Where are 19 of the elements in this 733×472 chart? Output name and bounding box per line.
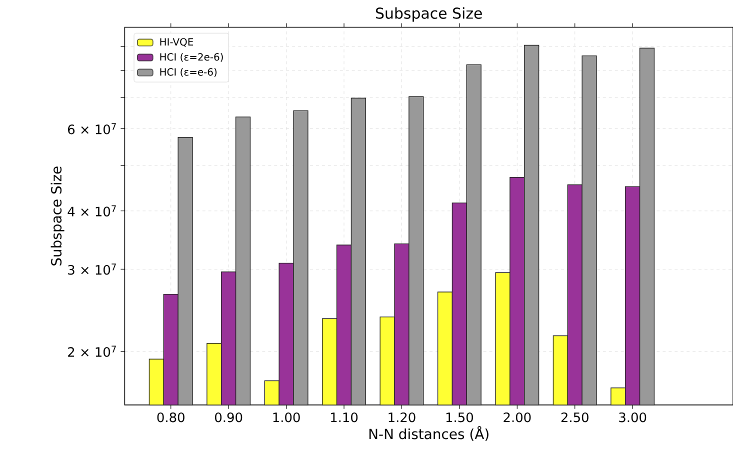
- y-axis-title: Subspace Size: [50, 166, 64, 266]
- y-tick-label: 4 × 10$^{7}$: [68, 205, 116, 216]
- x-tick-label: 3.00: [619, 412, 646, 422]
- y-tick-label: 2 × 10$^{7}$: [68, 346, 116, 357]
- x-tick-label: 1.20: [388, 412, 416, 422]
- legend-label: HCI (ε=2e-6): [160, 52, 223, 62]
- chart-title: Subspace Size: [376, 7, 482, 22]
- x-tick-label: 1.50: [446, 412, 473, 422]
- x-tick-label: 1.00: [273, 412, 300, 422]
- y-tick-label: 6 × 10$^{7}$: [68, 123, 116, 134]
- legend-label: HCI (ε=e-6): [160, 68, 217, 77]
- x-tick-label: 0.90: [215, 412, 242, 422]
- x-tick-label: 2.00: [504, 412, 531, 422]
- legend-label: HI-VQE: [160, 38, 194, 47]
- x-tick-label: 2.50: [561, 412, 588, 422]
- x-axis-title: N-N distances (Å): [369, 426, 488, 441]
- y-tick-label: 3 × 10$^{7}$: [68, 264, 116, 275]
- x-tick-label: 0.80: [157, 412, 184, 422]
- x-tick-label: 1.10: [331, 412, 358, 422]
